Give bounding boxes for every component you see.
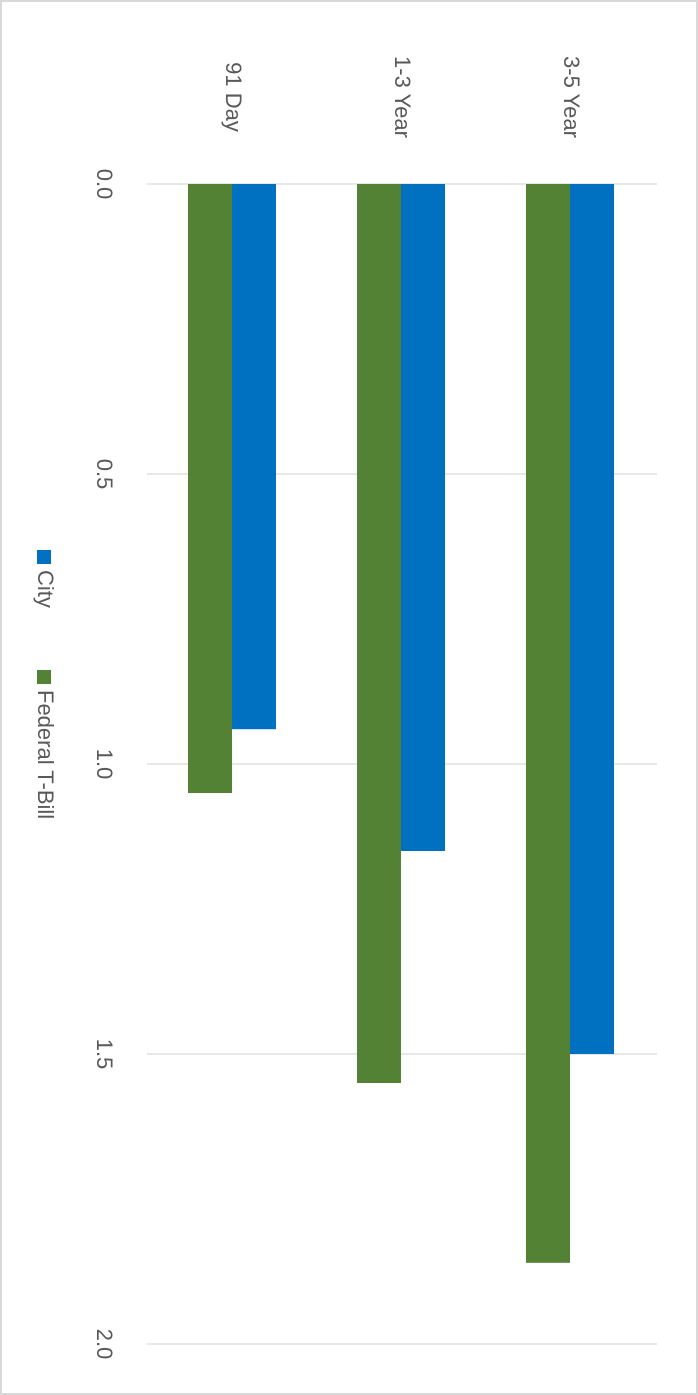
legend: City Federal T-Bill: [33, 550, 58, 819]
bar-federal-t-bill-1-3-year: [357, 184, 401, 1083]
bar-city-3-5-year: [570, 184, 614, 1054]
category-label: 91 Day: [221, 62, 246, 132]
legend-label: Federal T-Bill: [33, 690, 58, 819]
category-label: 3-5 Year: [559, 56, 584, 138]
value-axis-ticks: 0.0 0.5 1.0 1.5 2.0: [92, 169, 117, 1360]
bar-city-91-day: [232, 184, 276, 730]
value-tick-label: 0.5: [92, 459, 117, 490]
category-label: 1-3 Year: [390, 56, 415, 138]
category-axis-labels: 91 Day 1-3 Year 3-5 Year: [221, 56, 584, 138]
bar-city-1-3-year: [401, 184, 445, 851]
value-tick-label: 0.0: [92, 169, 117, 200]
bars: [188, 184, 614, 1263]
legend-swatch: [37, 550, 51, 564]
legend-label: City: [33, 570, 58, 608]
bar-federal-t-bill-91-day: [188, 184, 232, 793]
bar-federal-t-bill-3-5-year: [526, 184, 570, 1263]
value-tick-label: 2.0: [92, 1329, 117, 1360]
value-tick-label: 1.5: [92, 1039, 117, 1070]
legend-swatch: [37, 670, 51, 684]
legend-group: City Federal T-Bill: [33, 550, 58, 819]
value-tick-label: 1.0: [92, 749, 117, 780]
